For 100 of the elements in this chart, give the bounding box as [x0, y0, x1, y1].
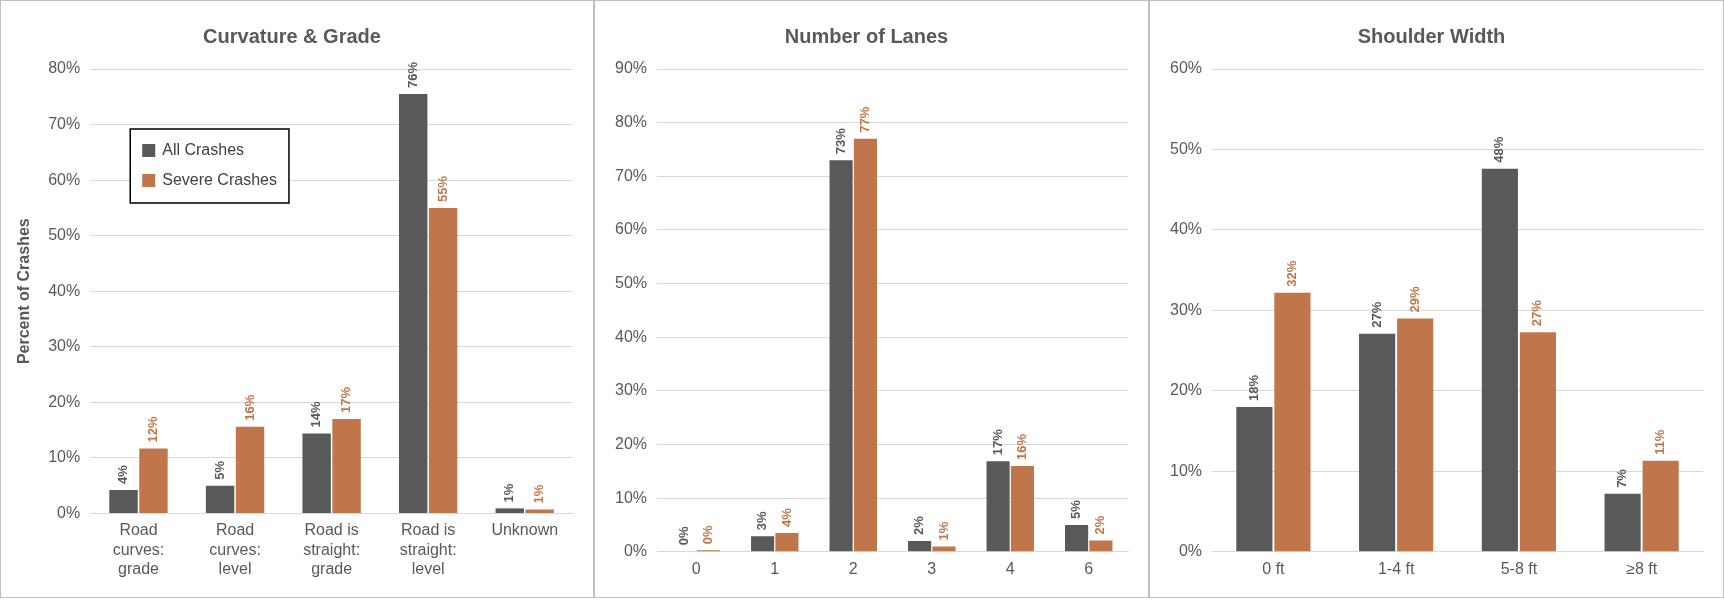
- data-label: 16%: [1014, 433, 1029, 460]
- y-tick-label: 30%: [1169, 300, 1203, 318]
- data-label: 27%: [1368, 301, 1384, 328]
- bar: [829, 160, 853, 552]
- data-label: 55%: [434, 175, 450, 202]
- y-axis-title: Percent of Crashes: [15, 218, 33, 365]
- data-label: 16%: [241, 394, 257, 421]
- chart-title: Curvature & Grade: [203, 24, 381, 47]
- data-label: 0%: [675, 526, 691, 546]
- bar: [1274, 292, 1311, 552]
- data-label: 77%: [857, 106, 873, 133]
- y-tick-label: 20%: [614, 434, 648, 452]
- data-label: 5%: [1068, 499, 1084, 519]
- bar: [1089, 540, 1113, 552]
- bar: [775, 533, 799, 552]
- bar: [1359, 333, 1396, 552]
- data-label: 1%: [531, 484, 547, 504]
- chart-title: Shoulder Width: [1357, 24, 1506, 47]
- bar: [428, 207, 458, 513]
- bar: [1397, 318, 1434, 552]
- data-label: 2%: [1092, 515, 1108, 535]
- bar: [525, 509, 554, 513]
- x-tick-label: Road is straight: level: [399, 521, 457, 577]
- bar: [751, 536, 775, 552]
- x-tick-label: 5-8 ft: [1500, 559, 1538, 577]
- bar: [1642, 460, 1679, 552]
- bar: [235, 426, 265, 513]
- bar: [1010, 465, 1034, 552]
- bar: [1481, 168, 1518, 552]
- data-label: 4%: [778, 507, 794, 528]
- data-label: 3%: [754, 511, 770, 531]
- bar: [302, 433, 331, 513]
- y-tick-label: 70%: [48, 114, 81, 132]
- bar: [1519, 332, 1556, 552]
- data-label: 17%: [338, 386, 354, 413]
- bar: [853, 138, 877, 552]
- x-tick-label: ≥8 ft: [1626, 559, 1658, 577]
- y-tick-label: 50%: [48, 226, 81, 244]
- y-tick-label: 80%: [48, 59, 81, 77]
- bar: [1065, 524, 1089, 552]
- x-tick-label: 0 ft: [1262, 559, 1286, 577]
- y-tick-label: 50%: [1169, 139, 1203, 157]
- y-tick-label: 80%: [614, 113, 648, 131]
- bar: [495, 508, 524, 513]
- y-tick-label: 60%: [48, 170, 81, 188]
- y-tick-label: 0%: [57, 503, 81, 521]
- data-label: 1%: [501, 483, 517, 503]
- y-tick-label: 40%: [1169, 220, 1203, 238]
- data-label: 27%: [1529, 299, 1545, 327]
- x-tick-label: Road curves: level: [209, 521, 261, 577]
- data-label: 5%: [211, 460, 227, 480]
- y-tick-label: 10%: [48, 448, 81, 466]
- y-tick-label: 20%: [1169, 381, 1203, 399]
- data-label: 29%: [1406, 285, 1422, 313]
- data-label: 2%: [911, 515, 927, 536]
- y-tick-label: 30%: [48, 337, 81, 355]
- data-label: 17%: [989, 428, 1005, 456]
- data-label: 0%: [700, 524, 716, 545]
- y-tick-label: 0%: [1178, 542, 1203, 560]
- x-tick-label: 2: [848, 559, 858, 577]
- y-tick-label: 10%: [614, 488, 648, 506]
- legend-label: All Crashes: [162, 141, 245, 159]
- data-label: 48%: [1491, 136, 1507, 163]
- bar: [109, 490, 138, 513]
- bar: [205, 485, 235, 513]
- x-tick-label: Unknown: [491, 521, 559, 539]
- y-tick-label: 60%: [614, 220, 648, 238]
- y-tick-label: 30%: [614, 381, 648, 399]
- x-tick-label: 3: [927, 559, 937, 577]
- x-tick-label: 4: [1005, 559, 1015, 577]
- bar: [1604, 493, 1641, 552]
- y-tick-label: 50%: [614, 273, 648, 291]
- x-tick-label: Road curves: grade: [112, 521, 165, 577]
- data-label: 32%: [1284, 260, 1299, 287]
- y-tick-label: 40%: [48, 281, 81, 299]
- y-tick-label: 0%: [623, 542, 648, 560]
- x-tick-label: 1-4 ft: [1377, 559, 1415, 577]
- bar: [332, 418, 361, 513]
- bar: [932, 546, 956, 552]
- legend-label: Severe Crashes: [162, 171, 277, 189]
- chart-title: Number of Lanes: [784, 24, 949, 47]
- bar: [908, 541, 932, 552]
- data-label: 7%: [1614, 468, 1630, 488]
- bar: [986, 461, 1010, 552]
- data-label: 1%: [935, 521, 951, 541]
- y-tick-label: 60%: [1169, 59, 1203, 77]
- data-label: 12%: [145, 415, 161, 443]
- x-tick-label: Road is straight: grade: [303, 521, 361, 577]
- data-label: 18%: [1245, 374, 1261, 401]
- y-tick-label: 90%: [614, 59, 648, 77]
- x-tick-label: 0: [691, 559, 701, 577]
- data-label: 76%: [404, 61, 420, 88]
- x-tick-label: 1: [770, 559, 780, 577]
- data-label: 73%: [832, 127, 848, 155]
- data-label: 14%: [308, 400, 324, 428]
- bar: [398, 94, 428, 513]
- bar: [139, 448, 168, 513]
- x-tick-label: 6: [1084, 559, 1094, 577]
- data-label: 11%: [1652, 429, 1668, 455]
- data-label: 4%: [115, 464, 131, 485]
